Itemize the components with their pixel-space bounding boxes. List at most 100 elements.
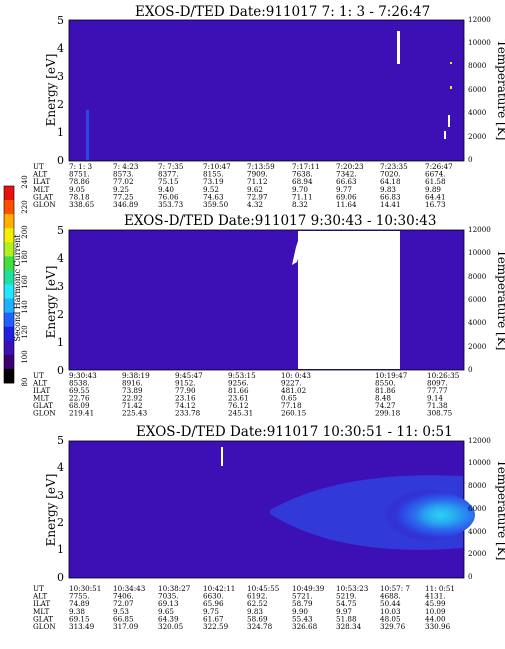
table-cell: 245.31 xyxy=(228,409,253,418)
table-cell: 64.39 xyxy=(158,614,179,623)
panel-1-ylabel: Energy [eV] xyxy=(44,54,58,127)
panel-3-y-right-tick: 12000 xyxy=(468,436,491,445)
table-cell: 23.16 xyxy=(175,394,196,403)
table-cell: 7: 7:35 xyxy=(158,162,184,171)
panel-3-features xyxy=(221,447,475,550)
panel-2-y-right-tick: 8000 xyxy=(468,272,487,281)
table-cell: 7342. xyxy=(336,170,357,179)
panel-3-y-tick: 3 xyxy=(57,489,64,502)
table-cell: 8751. xyxy=(69,170,90,179)
panel-3-y-tick: 4 xyxy=(57,461,64,474)
panel-3-y-right-tick: 8000 xyxy=(468,481,487,490)
table-cell: 68.09 xyxy=(69,401,90,410)
table-cell: 10:53:23 xyxy=(336,584,369,593)
colorbar-swatch xyxy=(4,186,14,201)
table-cell: 4.32 xyxy=(247,200,263,209)
panel-2-ylabel-right: Temperature [K] xyxy=(495,250,505,351)
table-cell: 54.75 xyxy=(336,599,357,608)
colorbar-tick: 120 xyxy=(21,325,29,338)
panel-1-y-tick: 2 xyxy=(57,98,64,111)
table-cell: 58.69 xyxy=(247,614,268,623)
table-cell: 7:10:47 xyxy=(203,162,231,171)
panel-1-y-tick: 4 xyxy=(57,42,64,55)
table-cell: 72.97 xyxy=(247,192,268,201)
table-cell: 22.92 xyxy=(122,394,143,403)
colorbar-tick: 200 xyxy=(21,225,29,238)
table-cell: 6192. xyxy=(247,592,268,601)
panel-2-y-right-ticks: 0 2000 4000 6000 8000 10000 12000 xyxy=(468,225,491,374)
colorbar-swatch xyxy=(4,340,14,356)
table-cell: 320.05 xyxy=(158,622,184,631)
panel-2-y-tick: 2 xyxy=(57,308,64,321)
table-cell: 75.15 xyxy=(158,177,179,186)
panel-1-y-ticks: 0 1 2 3 4 5 xyxy=(57,14,64,167)
table-cell: 71.42 xyxy=(122,401,143,410)
panel-1-y-tick: 3 xyxy=(57,70,64,83)
row-label: GLON xyxy=(33,200,56,209)
panel-1-y-right-tick: 6000 xyxy=(468,85,487,94)
table-cell: 317.09 xyxy=(113,622,139,631)
table-cell: 260.15 xyxy=(281,409,307,418)
panel-1: EXOS-D/TED Date:911017 7: 1: 3 - 7:26:47… xyxy=(32,4,505,209)
panel-3-ylabel-right: Temperature [K] xyxy=(495,460,505,561)
table-cell: 71.38 xyxy=(427,401,448,410)
table-cell: 71.11 xyxy=(292,192,313,201)
panel-2-y-tick: 3 xyxy=(57,280,64,293)
table-cell: 10:45:55 xyxy=(247,584,280,593)
row-label: GLAT xyxy=(33,401,53,410)
table-cell: 8916. xyxy=(122,379,143,388)
colorbar-swatch xyxy=(4,298,14,314)
colorbar-swatch xyxy=(4,228,14,243)
row-label: GLAT xyxy=(33,192,53,201)
colorbar-ticks: 80 100 120 140 160 180 200 220 240 xyxy=(21,175,29,386)
table-cell: 76.06 xyxy=(158,192,179,201)
table-cell: 8155. xyxy=(203,170,224,179)
table-cell: 9.40 xyxy=(158,185,174,194)
panel-3-y-right-ticks: 0 2000 4000 6000 8000 10000 12000 xyxy=(468,436,491,581)
table-cell: 7:26:47 xyxy=(425,162,453,171)
table-cell: 10:34:43 xyxy=(113,584,146,593)
table-cell: 58.79 xyxy=(292,599,313,608)
row-label: GLON xyxy=(33,409,56,418)
colorbar-swatch xyxy=(4,214,14,229)
panel-1-y-right-tick: 0 xyxy=(468,155,473,164)
colorbar-swatch xyxy=(4,256,14,271)
colorbar-frame xyxy=(3,185,15,384)
table-cell: 10:30:51 xyxy=(69,584,101,593)
row-label: GLON xyxy=(33,622,56,631)
table-cell: 74.89 xyxy=(69,599,90,608)
panel-2-y-right-tick: 0 xyxy=(468,365,473,374)
colorbar-swatch xyxy=(4,200,14,215)
table-cell: 61.67 xyxy=(203,614,224,623)
table-cell: 8550. xyxy=(375,379,396,388)
table-cell: 10.09 xyxy=(425,607,446,616)
table-cell: 9.75 xyxy=(203,607,219,616)
panel-1-feature-dot xyxy=(448,115,450,127)
table-cell: 66.83 xyxy=(380,192,401,201)
table-cell: 9.83 xyxy=(380,185,396,194)
panel-3-y-right-tick: 2000 xyxy=(468,549,487,558)
colorbar-tick: 160 xyxy=(21,275,29,288)
table-cell: 69.55 xyxy=(69,386,90,395)
panel-3: EXOS-D/TED Date:911017 10:30:51 - 11: 0:… xyxy=(32,424,505,631)
row-label: ILAT xyxy=(33,177,50,186)
table-cell: 8.48 xyxy=(375,394,391,403)
table-cell: 5721. xyxy=(292,592,313,601)
panel-3-y-right-tick: 4000 xyxy=(468,527,487,536)
panel-2-feature-streak xyxy=(292,231,303,265)
table-cell: 11: 0:51 xyxy=(425,584,455,593)
panel-2-plot-area xyxy=(68,229,465,371)
panel-1-y-tick: 5 xyxy=(57,14,64,27)
table-cell: 45.99 xyxy=(425,599,446,608)
panel-3-y-tick: 0 xyxy=(57,571,64,584)
colorbar: Second Harmonic Current 80 100 120 140 1… xyxy=(3,175,29,386)
row-label: ILAT xyxy=(33,386,50,395)
table-cell: 7406. xyxy=(113,592,134,601)
row-label: GLAT xyxy=(33,614,53,623)
table-cell: 326.68 xyxy=(292,622,318,631)
table-cell: 7:17:11 xyxy=(292,162,320,171)
table-cell: 77.02 xyxy=(113,177,134,186)
table-cell: 7909. xyxy=(247,170,268,179)
table-cell: 74.63 xyxy=(203,192,224,201)
